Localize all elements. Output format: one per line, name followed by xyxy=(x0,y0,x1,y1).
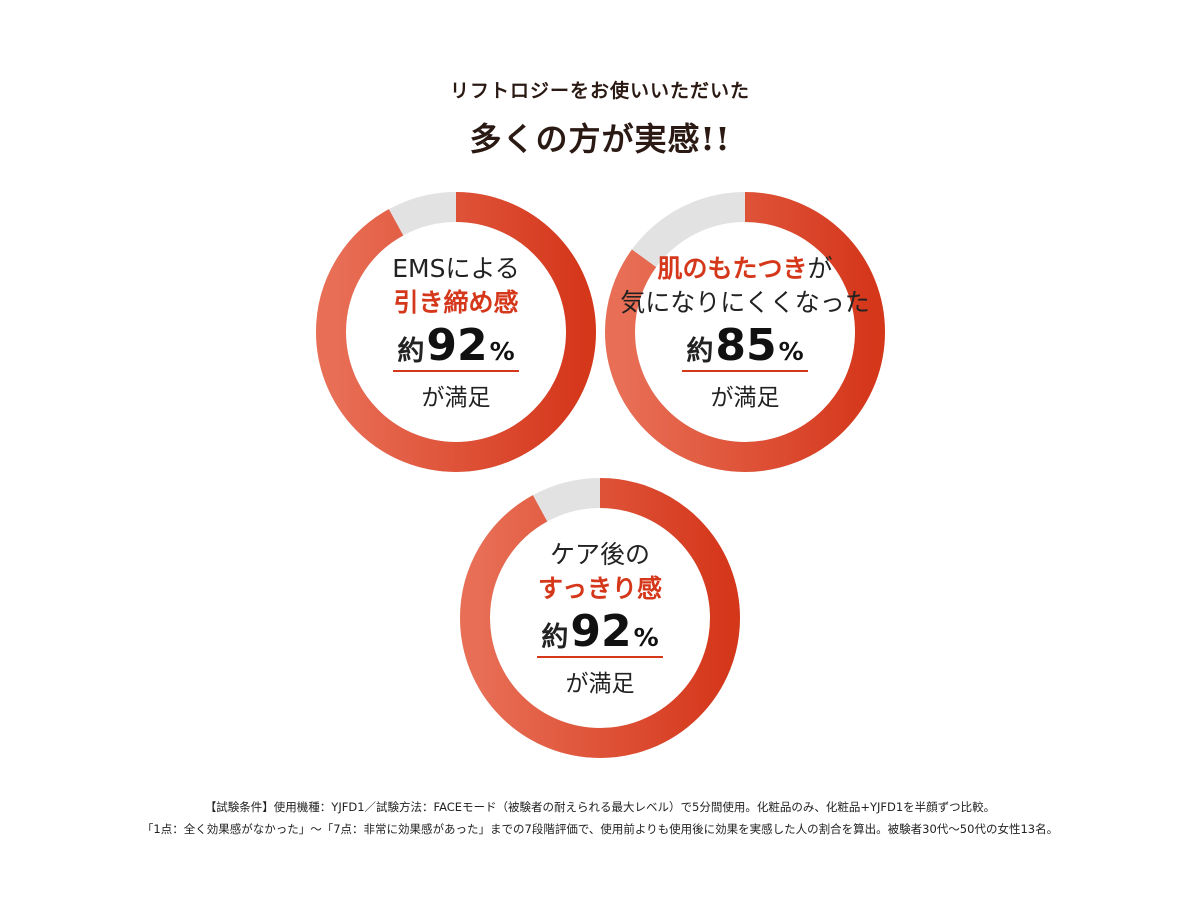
percentage-unit: % xyxy=(778,337,804,366)
donut-line2: すっきり感 xyxy=(537,574,662,603)
percentage-value: 92 xyxy=(426,320,488,371)
approx-label: 約 xyxy=(686,336,714,367)
donut-label: EMSによる 引き締め感 約 92 % が満足 xyxy=(346,222,566,442)
donut-label: 肌のもたつきが 気になりにくくなった 約 85 % が満足 xyxy=(620,222,870,442)
donut-line1-text: が xyxy=(807,254,833,283)
donut-chart-refreshed: ケア後の すっきり感 約 92 % が満足 xyxy=(460,478,740,758)
donut-line2: 気になりにくくなった xyxy=(620,288,870,317)
percentage-unit: % xyxy=(489,337,515,366)
percentage-value: 92 xyxy=(570,606,632,657)
donut-line1: 肌のもたつきが xyxy=(657,252,832,286)
satisfied-label: が満足 xyxy=(710,385,780,411)
percentage: 約 92 % xyxy=(393,320,519,372)
satisfied-label: が満足 xyxy=(421,385,491,411)
donut-svg xyxy=(605,192,885,472)
donut-line1: ケア後の xyxy=(550,538,650,572)
percentage-unit: % xyxy=(633,623,659,652)
eyebrow-text: リフトロジーをお使いいただいた xyxy=(449,80,750,102)
headline: 多くの方が実感!! xyxy=(469,120,731,158)
donut-chart-sagging: 肌のもたつきが 気になりにくくなった 約 85 % が満足 xyxy=(605,192,885,472)
notes-line-2: 「1点：全く効果感がなかった」～「7点：非常に効果感があった」までの7段階評価で… xyxy=(141,822,1059,836)
donut-value-arc xyxy=(316,192,596,472)
approx-label: 約 xyxy=(541,622,569,653)
donut-svg xyxy=(316,192,596,472)
donut-line1: EMSによる xyxy=(392,252,520,286)
donut-line1-text: ケア後の xyxy=(549,540,650,569)
donut-line2: 引き締め感 xyxy=(393,288,519,317)
donut-value-arc xyxy=(460,478,740,758)
donut-line1-text: EMSによる xyxy=(392,254,520,283)
percentage-value: 85 xyxy=(715,320,777,371)
donut-value-arc xyxy=(605,192,885,472)
notes-line-1: 【試験条件】使用機種：YJFD1／試験方法：FACEモード（被験者の耐えられる最… xyxy=(204,800,996,814)
donut-chart-tightening: EMSによる 引き締め感 約 92 % が満足 xyxy=(316,192,596,472)
percentage: 約 92 % xyxy=(537,606,663,658)
donut-line1-emphasis: 肌のもたつき xyxy=(657,254,808,283)
approx-label: 約 xyxy=(397,336,425,367)
donut-label: ケア後の すっきり感 約 92 % が満足 xyxy=(490,508,710,728)
percentage: 約 85 % xyxy=(682,320,808,372)
donut-svg xyxy=(460,478,740,758)
test-conditions-notes: 【試験条件】使用機種：YJFD1／試験方法：FACEモード（被験者の耐えられる最… xyxy=(0,796,1200,840)
satisfied-label: が満足 xyxy=(565,671,635,697)
